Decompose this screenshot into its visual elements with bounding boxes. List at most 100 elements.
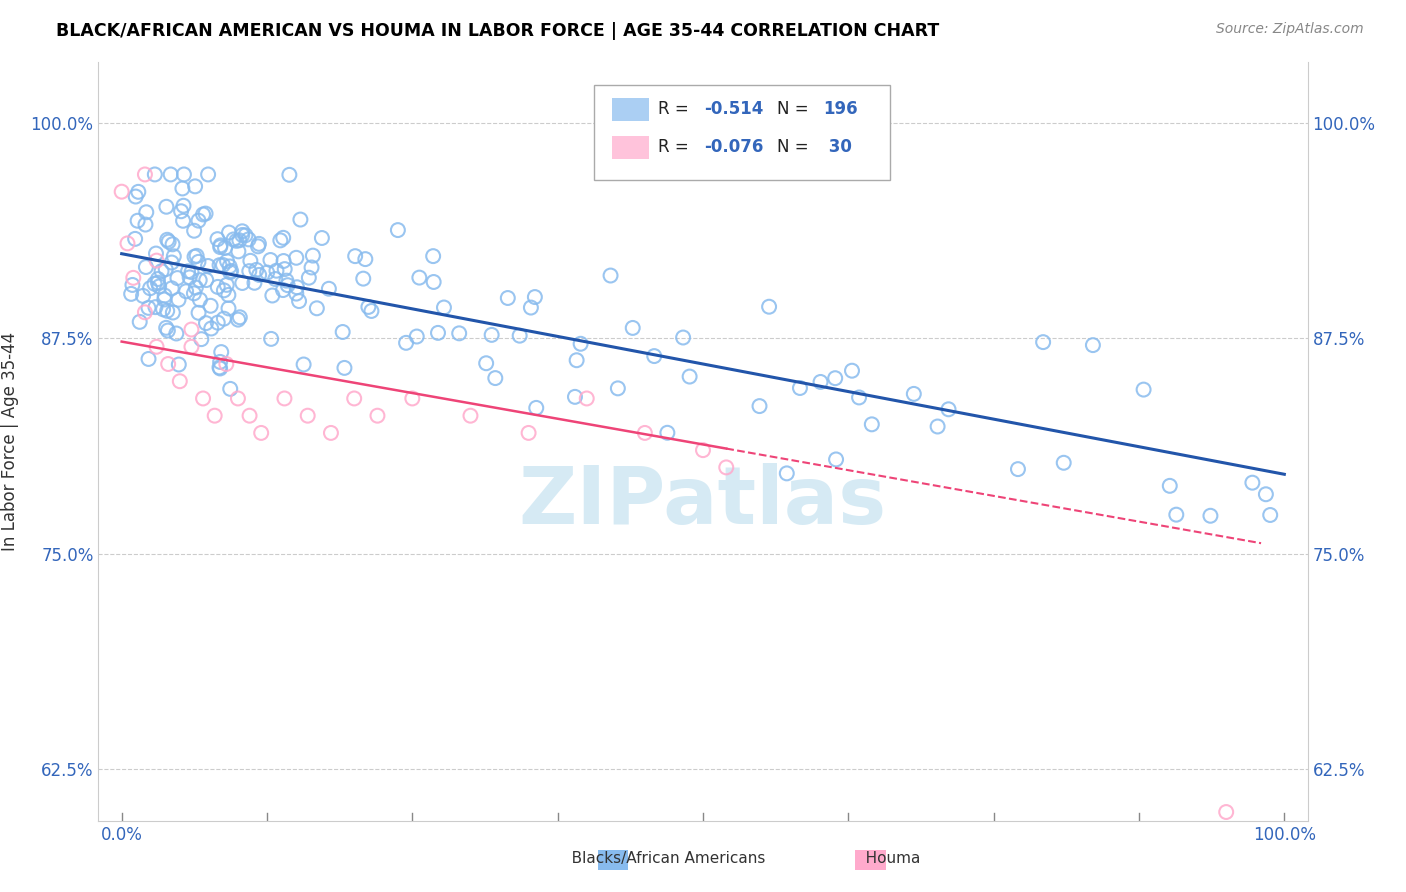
Point: [278, 168, 301, 182]
FancyBboxPatch shape: [595, 85, 890, 180]
Point: [238, 232, 260, 246]
Point: [209, 361, 232, 376]
Point: [387, 223, 409, 237]
Point: [180, 340, 202, 354]
Point: [212, 284, 235, 298]
Point: [1007, 462, 1029, 476]
Point: [292, 358, 315, 372]
Point: [226, 312, 249, 326]
Point: [183, 286, 205, 301]
Point: [209, 240, 232, 254]
Point: [285, 251, 308, 265]
Point: [145, 246, 167, 260]
Point: [157, 235, 180, 249]
Point: [810, 375, 832, 389]
Point: [128, 315, 150, 329]
Point: [218, 260, 240, 274]
Point: [264, 272, 287, 286]
Point: [215, 357, 238, 371]
Point: [305, 301, 328, 316]
Point: [215, 254, 238, 268]
Point: [758, 300, 780, 314]
Point: [225, 234, 247, 248]
Point: [167, 358, 190, 372]
Point: [228, 233, 250, 247]
Text: N =: N =: [776, 138, 814, 156]
Point: [150, 264, 173, 278]
Point: [231, 224, 253, 238]
Point: [288, 294, 311, 309]
Point: [219, 265, 242, 279]
Point: [186, 249, 208, 263]
Point: [433, 301, 456, 315]
Point: [180, 265, 202, 279]
Point: [634, 425, 657, 440]
Point: [484, 371, 506, 385]
Text: -0.514: -0.514: [704, 101, 763, 119]
Point: [247, 236, 270, 251]
Point: [517, 425, 540, 440]
Point: [273, 254, 295, 268]
Point: [449, 326, 471, 341]
Point: [297, 409, 319, 423]
Point: [271, 283, 294, 297]
Point: [160, 255, 183, 269]
FancyBboxPatch shape: [613, 136, 648, 159]
Point: [174, 285, 197, 299]
Point: [191, 392, 214, 406]
Point: [172, 181, 194, 195]
Point: [208, 360, 231, 375]
Text: Source: ZipAtlas.com: Source: ZipAtlas.com: [1216, 22, 1364, 37]
Point: [569, 336, 592, 351]
Point: [343, 392, 366, 406]
Point: [344, 249, 367, 263]
Point: [748, 399, 770, 413]
Point: [187, 255, 209, 269]
Point: [143, 168, 166, 182]
Point: [194, 206, 217, 220]
Point: [273, 262, 295, 277]
Point: [229, 310, 252, 325]
Point: [200, 299, 222, 313]
Point: [332, 325, 354, 339]
Point: [208, 258, 231, 272]
Point: [259, 252, 281, 267]
Point: [162, 305, 184, 319]
Text: -0.076: -0.076: [704, 138, 763, 156]
Point: [162, 237, 184, 252]
Point: [1215, 805, 1237, 819]
Point: [405, 329, 427, 343]
Point: [266, 263, 288, 277]
Point: [127, 185, 149, 199]
Text: 30: 30: [823, 138, 852, 156]
Point: [148, 279, 170, 293]
Point: [239, 409, 262, 423]
Point: [256, 266, 278, 280]
Point: [200, 321, 222, 335]
Point: [285, 280, 308, 294]
Point: [860, 417, 883, 432]
Text: ZIPatlas: ZIPatlas: [519, 463, 887, 541]
Point: [212, 258, 235, 272]
Point: [217, 288, 239, 302]
Point: [408, 270, 430, 285]
Point: [1254, 487, 1277, 501]
Point: [672, 330, 695, 344]
Point: [1166, 508, 1188, 522]
Point: [222, 232, 245, 246]
Point: [138, 301, 160, 315]
Point: [269, 233, 291, 247]
Point: [135, 260, 157, 274]
Point: [247, 268, 270, 282]
Point: [678, 369, 700, 384]
Point: [333, 360, 356, 375]
Point: [657, 425, 679, 440]
Text: 196: 196: [823, 101, 858, 119]
Point: [184, 179, 207, 194]
Point: [177, 264, 200, 278]
Point: [401, 392, 423, 406]
Point: [245, 263, 267, 277]
Point: [606, 381, 628, 395]
Point: [139, 281, 162, 295]
Point: [117, 236, 139, 251]
